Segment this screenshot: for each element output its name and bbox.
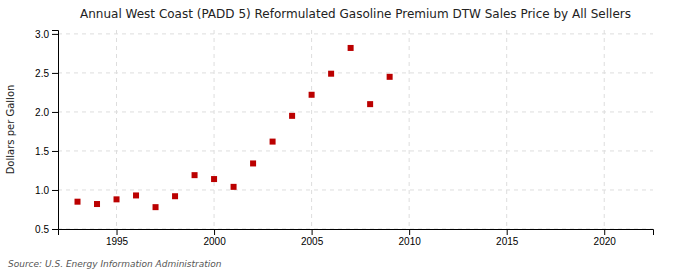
plot-area: 1995 2000 2005 2010 2015 2020 0.5 1.0 1.5 2.0 2.5 3…	[35, 29, 653, 247]
axis-line	[59, 230, 654, 236]
tick-mark	[604, 229, 605, 235]
tick-mark	[214, 229, 215, 235]
point	[348, 45, 354, 51]
y-axis-label: Dollars per Gallon	[5, 85, 16, 175]
point	[289, 113, 295, 119]
point	[231, 184, 237, 190]
tick-label: 2020	[594, 236, 617, 247]
tick-mark	[52, 190, 58, 191]
tick-label: 3.0	[35, 29, 49, 40]
point	[387, 74, 393, 80]
y-axis: 0.5 1.0 1.5 2.0 2.5 3.0	[35, 29, 58, 235]
point	[75, 199, 81, 205]
tick-mark	[52, 34, 58, 35]
title: Annual West Coast (PADD 5) Reformulated …	[80, 7, 631, 21]
point	[192, 172, 198, 178]
grid-line	[58, 72, 653, 73]
tick-mark	[52, 229, 58, 230]
grid	[58, 30, 653, 229]
tick-label: 2.0	[35, 107, 49, 118]
tick-label: 1995	[106, 236, 129, 247]
point	[153, 204, 159, 210]
point	[211, 176, 217, 182]
grid-line	[604, 30, 605, 229]
point	[133, 192, 139, 198]
tick-label: 0.5	[35, 224, 49, 235]
tick: 2005	[301, 229, 324, 247]
point	[328, 71, 334, 77]
grid-line	[58, 150, 653, 151]
point	[270, 139, 276, 145]
point	[250, 160, 256, 166]
chart: 1995 2000 2005 2010 2015 2020 0.5 1.0 1.5 2.0 2.5 3…	[0, 0, 675, 275]
tick: 2015	[496, 229, 519, 247]
tick: 2.0	[35, 107, 58, 118]
grid-line	[58, 189, 653, 190]
point	[94, 201, 100, 207]
tick-label: 2005	[301, 236, 324, 247]
tick-label: 2015	[496, 236, 519, 247]
points	[75, 45, 393, 210]
tick-label: 2.5	[35, 68, 49, 79]
grid-line	[58, 111, 653, 112]
tick-mark	[507, 229, 508, 235]
tick: 2020	[594, 229, 617, 247]
axis-line	[52, 31, 59, 230]
tick: 1995	[106, 229, 129, 247]
tick-label: 1.0	[35, 185, 49, 196]
tick-label: 2010	[399, 236, 422, 247]
point	[367, 101, 373, 107]
tick: 1.0	[35, 185, 58, 196]
tick-mark	[52, 112, 58, 113]
grid-line	[409, 30, 410, 229]
x-axis: 1995 2000 2005 2010 2015 2020	[59, 229, 654, 247]
tick-mark	[52, 73, 58, 74]
grid-line	[311, 30, 312, 229]
point	[172, 193, 178, 199]
point	[309, 92, 315, 98]
grid-line	[58, 33, 653, 34]
tick: 1.5	[35, 146, 58, 157]
tick-mark	[312, 229, 313, 235]
tick: 2010	[399, 229, 422, 247]
tick-mark	[409, 229, 410, 235]
tick: 3.0	[35, 29, 58, 40]
tick: 2.5	[35, 68, 58, 79]
tick-label: 1.5	[35, 146, 49, 157]
tick: 2000	[203, 229, 226, 247]
tick: 0.5	[35, 224, 58, 235]
grid-line	[214, 30, 215, 229]
point	[114, 196, 120, 202]
tick-mark	[117, 229, 118, 235]
grid-line	[506, 30, 507, 229]
tick-mark	[52, 151, 58, 152]
source-note: Source: U.S. Energy Information Administ…	[8, 259, 222, 269]
tick-label: 2000	[203, 236, 226, 247]
